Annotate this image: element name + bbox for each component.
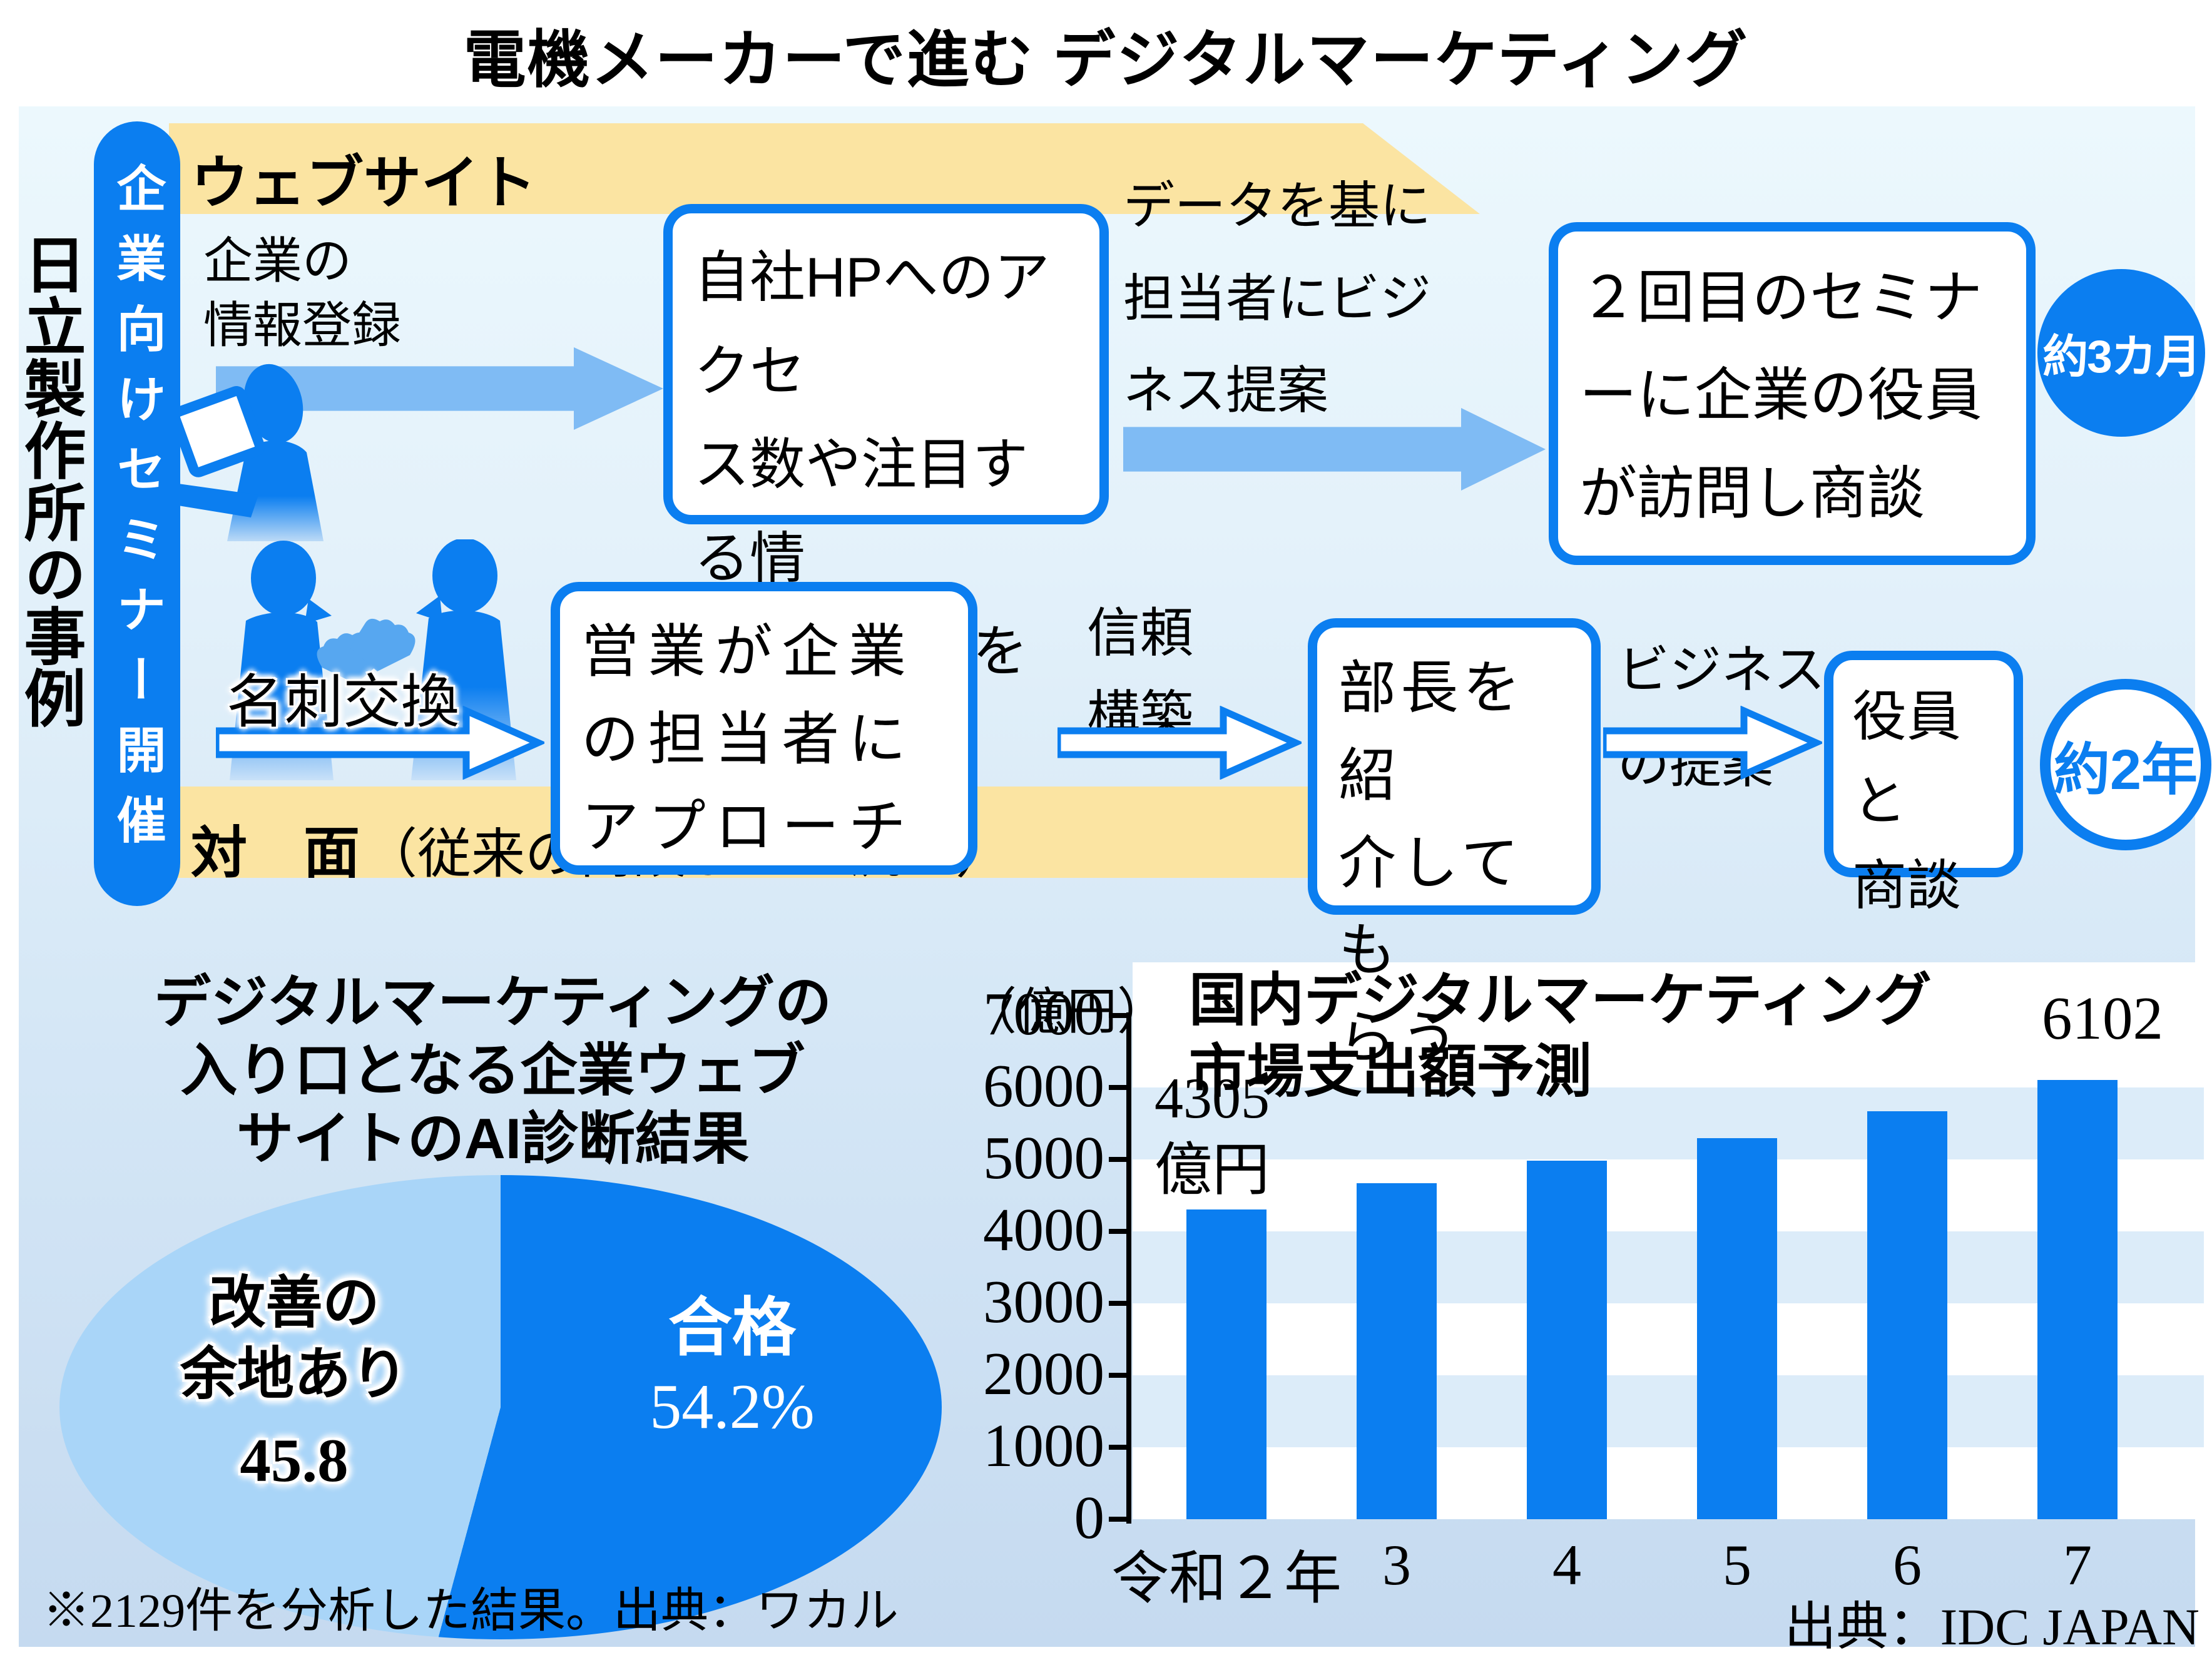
bar	[1527, 1161, 1607, 1519]
pie-label-improve: 改善の 余地あり	[180, 1271, 408, 1406]
bar-chart-title: 国内デジタルマーケティング 市場支出額予測	[1189, 969, 1932, 1104]
y-tick	[1109, 1085, 1128, 1090]
pie-note: ※2129件を分析した結果。出典：ワカル	[43, 1585, 899, 1637]
flow-arrow-outline-icon	[216, 706, 544, 780]
duration-badge-3months: 約3カ月	[2037, 269, 2205, 437]
y-tick	[1109, 1301, 1128, 1306]
bar	[1697, 1138, 1777, 1519]
proposal-label: ビジネス の提案	[1618, 641, 1825, 794]
web-step1-label: 企業の 情報登録	[203, 235, 401, 354]
pie-chart	[59, 1175, 942, 1639]
seminar-pill-label: 企業向けセミナー開催	[109, 163, 165, 865]
face-box-1: 営業が企業 の担当者に アプローチ	[551, 582, 977, 875]
y-tick-label: 5000	[983, 1124, 1104, 1191]
y-tick	[1109, 1517, 1128, 1522]
bar	[1357, 1183, 1437, 1519]
flow-arrow-outline-icon	[1058, 706, 1302, 780]
face-box-2: 部長を紹 介しても らう	[1308, 618, 1601, 1070]
bar-source: 出典：IDC JAPAN	[1784, 1598, 2199, 1656]
web-box-2: ２回目のセミナ ーに企業の役員 が訪問し商談	[1549, 222, 2036, 565]
pie-value-improve: 45.8	[240, 1427, 349, 1495]
bar-last-value-label: 6102	[2042, 985, 2163, 1052]
bar-y-axis	[1126, 1012, 1131, 1524]
bar-chart-plot-area	[1133, 962, 2204, 1519]
grid-stripe	[1133, 1087, 2204, 1159]
page-title: 電機メーカーで進む デジタルマーケティング	[463, 25, 1749, 95]
bar-first-value-label: 4305 億円	[1154, 1066, 1270, 1202]
x-tick-label: 令和２年	[1111, 1547, 1342, 1611]
y-tick	[1109, 1373, 1128, 1378]
y-tick-label: 6000	[983, 1052, 1104, 1119]
y-tick	[1109, 1445, 1128, 1450]
x-tick-label: 4	[1552, 1533, 1581, 1597]
website-band	[169, 123, 1480, 214]
y-tick	[1109, 1157, 1128, 1162]
x-tick-label: 7	[2063, 1533, 2092, 1597]
face-band-label-bold: 対 面	[191, 822, 360, 885]
pie-value-pass: 54.2%	[650, 1372, 815, 1442]
web-box-1: 自社HPへのアクセ ス数や注目する情 報のデータを収集	[663, 204, 1109, 776]
pie-title: デジタルマーケティングの 入り口となる企業ウェブ サイトのAI診断結果	[154, 971, 832, 1171]
x-tick-label: 5	[1723, 1533, 1751, 1597]
website-band-label: ウェブサイト	[191, 151, 537, 215]
y-tick-label: 1000	[983, 1412, 1104, 1479]
y-tick	[1109, 1013, 1128, 1018]
y-tick-label: 3000	[983, 1268, 1104, 1335]
pie-label-pass: 合格	[668, 1293, 796, 1364]
y-tick	[1109, 1229, 1128, 1234]
face-box-3: 役員と 商談	[1824, 651, 2023, 916]
face-step1-label: 名刺交換	[227, 671, 459, 735]
web-arrow2-label: データを基に 担当者にビジ ネス提案	[1123, 178, 1432, 420]
grid-stripe	[1133, 1375, 2204, 1447]
bar	[2037, 1080, 2118, 1519]
person-laptop-icon	[178, 364, 324, 541]
bar-unit-label: （億円）	[967, 985, 1167, 1040]
seminar-pill: 企業向けセミナー開催	[94, 121, 180, 906]
grid-stripe	[1133, 1231, 2204, 1303]
case-study-label: 日立製作所の事例	[14, 233, 84, 728]
bar	[1867, 1111, 1947, 1519]
bar	[1186, 1209, 1267, 1519]
y-tick-label: 2000	[983, 1340, 1104, 1407]
x-tick-label: 3	[1382, 1533, 1411, 1597]
y-tick-label: 4000	[983, 1196, 1104, 1263]
y-tick-label: 0	[1074, 1484, 1105, 1551]
duration-badge-2years: 約2年	[2040, 679, 2211, 850]
x-tick-label: 6	[1893, 1533, 1922, 1597]
flow-arrow-outline-icon	[1603, 706, 1822, 780]
y-tick-label: 7000	[983, 980, 1104, 1047]
